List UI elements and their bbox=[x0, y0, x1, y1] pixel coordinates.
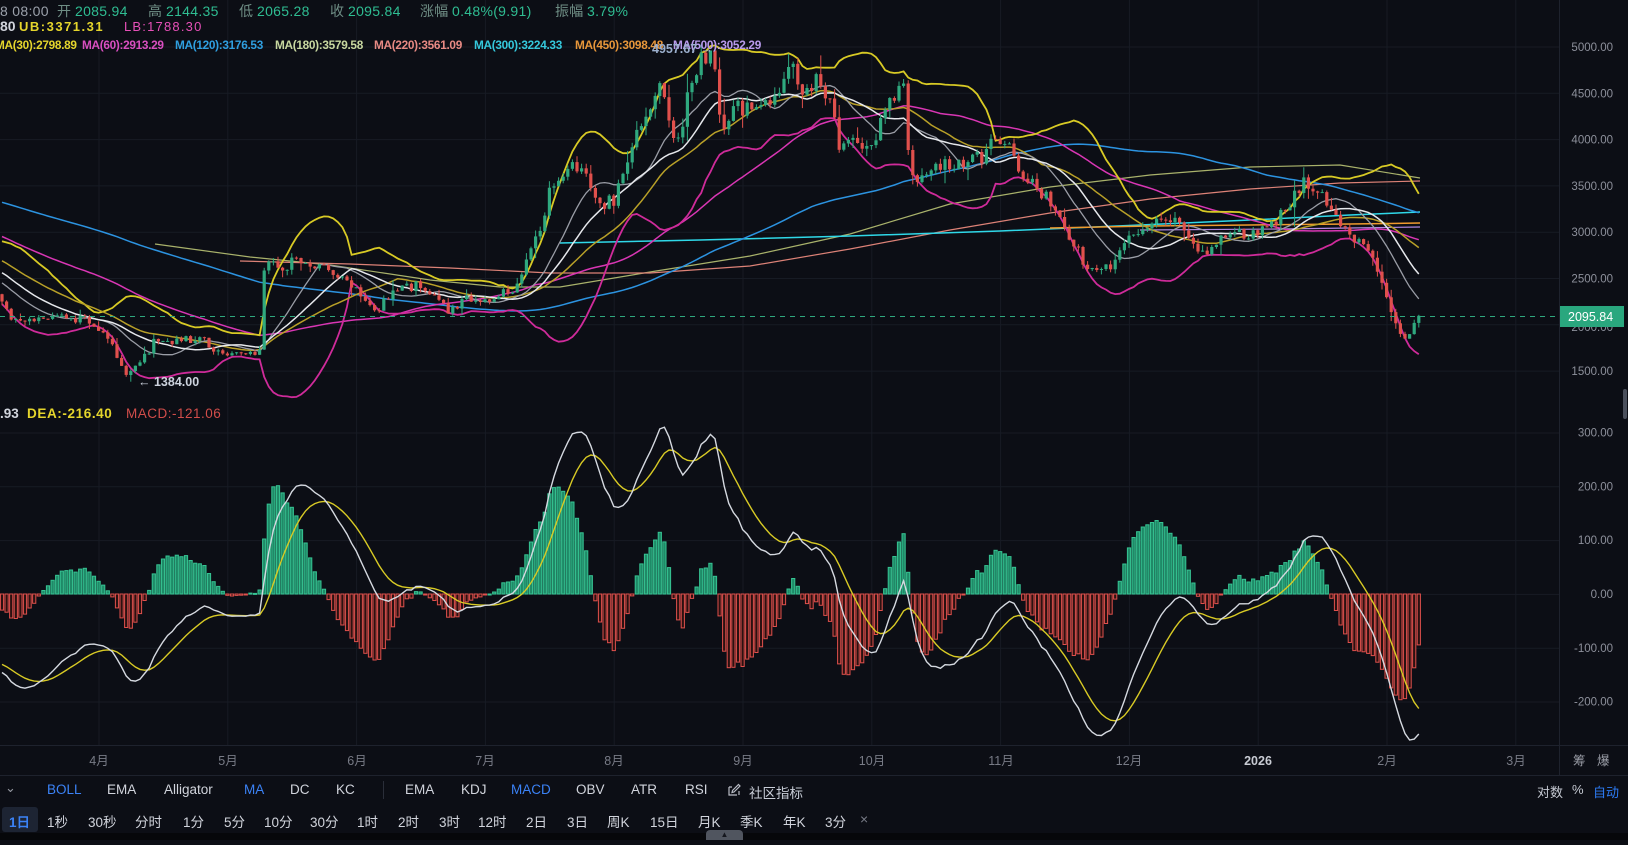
svg-text:2095.84: 2095.84 bbox=[348, 3, 401, 19]
svg-text:开: 开 bbox=[57, 3, 71, 19]
svg-text:1500.00: 1500.00 bbox=[1571, 366, 1613, 378]
svg-text:9月: 9月 bbox=[733, 754, 752, 768]
svg-text:MACD:-121.06: MACD:-121.06 bbox=[126, 406, 221, 421]
svg-text:300.00: 300.00 bbox=[1578, 428, 1613, 440]
svg-text:MA(500):3052.29: MA(500):3052.29 bbox=[673, 38, 762, 52]
svg-text:收: 收 bbox=[330, 3, 344, 19]
svg-text:4957.67 →: 4957.67 → bbox=[652, 42, 713, 56]
svg-text:振幅: 振幅 bbox=[555, 3, 584, 19]
svg-text:2500.00: 2500.00 bbox=[1571, 273, 1613, 285]
svg-text:LB:1788.30: LB:1788.30 bbox=[124, 19, 203, 34]
svg-text:0.48%(9.91): 0.48%(9.91) bbox=[452, 3, 532, 19]
svg-text:.93: .93 bbox=[0, 406, 19, 421]
svg-text:筹: 筹 bbox=[1573, 753, 1586, 768]
svg-text:高: 高 bbox=[148, 3, 162, 19]
svg-text:MA(450):3098.48: MA(450):3098.48 bbox=[575, 38, 664, 52]
svg-text:6月: 6月 bbox=[347, 754, 366, 768]
svg-text:MA(120):3176.53: MA(120):3176.53 bbox=[175, 38, 264, 52]
svg-text:7月: 7月 bbox=[475, 754, 494, 768]
svg-text:3月: 3月 bbox=[1506, 754, 1525, 768]
svg-text:2095.84: 2095.84 bbox=[1568, 310, 1613, 324]
svg-text:12月: 12月 bbox=[1116, 754, 1142, 768]
svg-text:8月: 8月 bbox=[604, 754, 623, 768]
svg-text:涨幅: 涨幅 bbox=[420, 3, 449, 19]
svg-text:3.79%: 3.79% bbox=[587, 3, 628, 19]
svg-text:MA(180):3579.58: MA(180):3579.58 bbox=[275, 38, 364, 52]
svg-text:MA(220):3561.09: MA(220):3561.09 bbox=[374, 38, 463, 52]
svg-text:MA(30):2798.89: MA(30):2798.89 bbox=[0, 38, 77, 52]
svg-text:DEA:-216.40: DEA:-216.40 bbox=[27, 406, 112, 421]
svg-text:UB:3371.31: UB:3371.31 bbox=[19, 19, 104, 34]
svg-text:2026: 2026 bbox=[1244, 754, 1272, 768]
svg-text:2144.35: 2144.35 bbox=[166, 3, 219, 19]
svg-text:MA(60):2913.29: MA(60):2913.29 bbox=[82, 38, 164, 52]
svg-text:爆: 爆 bbox=[1597, 754, 1610, 768]
svg-text:8 08:00: 8 08:00 bbox=[0, 3, 49, 19]
svg-text:-100.00: -100.00 bbox=[1574, 643, 1613, 655]
svg-text:4500.00: 4500.00 bbox=[1571, 88, 1613, 100]
svg-text:5000.00: 5000.00 bbox=[1571, 42, 1613, 54]
svg-text:2月: 2月 bbox=[1377, 754, 1396, 768]
svg-text:4000.00: 4000.00 bbox=[1571, 135, 1613, 147]
svg-text:5月: 5月 bbox=[218, 754, 237, 768]
svg-text:2065.28: 2065.28 bbox=[257, 3, 310, 19]
svg-text:3000.00: 3000.00 bbox=[1571, 227, 1613, 239]
svg-text:低: 低 bbox=[239, 3, 253, 19]
svg-text:3500.00: 3500.00 bbox=[1571, 181, 1613, 193]
svg-text:-200.00: -200.00 bbox=[1574, 697, 1613, 709]
svg-text:0.00: 0.00 bbox=[1591, 589, 1613, 601]
svg-text:80: 80 bbox=[0, 18, 16, 34]
svg-text:100.00: 100.00 bbox=[1578, 535, 1613, 547]
svg-text:200.00: 200.00 bbox=[1578, 481, 1613, 493]
svg-text:MA(300):3224.33: MA(300):3224.33 bbox=[474, 38, 563, 52]
svg-text:4月: 4月 bbox=[89, 754, 108, 768]
svg-text:← 1384.00: ← 1384.00 bbox=[138, 375, 199, 389]
svg-text:2085.94: 2085.94 bbox=[75, 3, 128, 19]
svg-text:11月: 11月 bbox=[988, 754, 1013, 768]
svg-text:10月: 10月 bbox=[859, 754, 885, 768]
